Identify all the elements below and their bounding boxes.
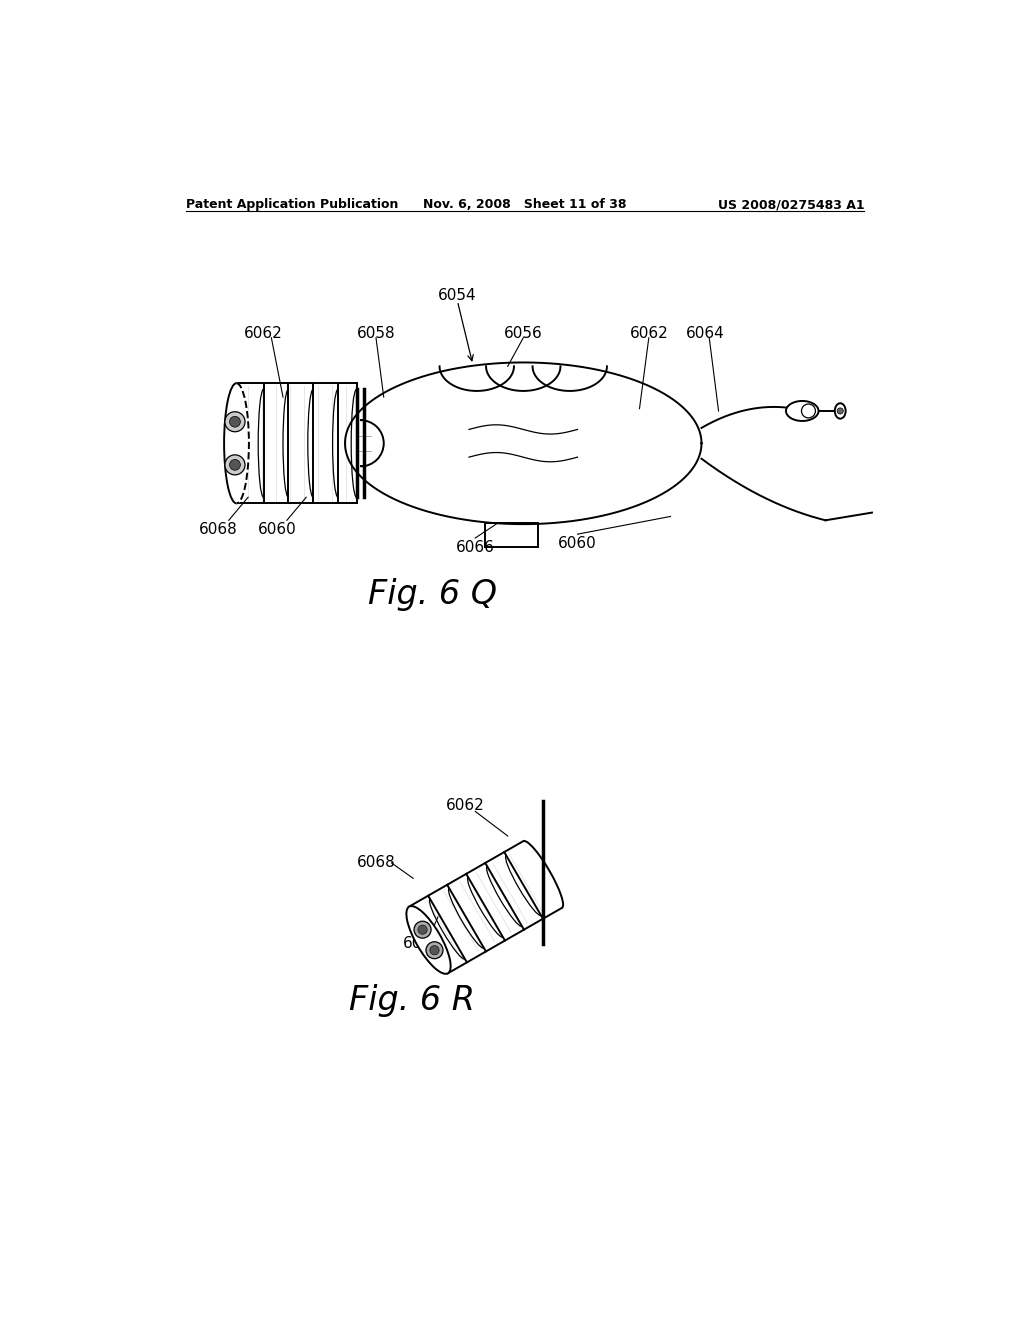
Text: Patent Application Publication: Patent Application Publication — [186, 198, 398, 211]
Ellipse shape — [224, 383, 249, 503]
Circle shape — [802, 404, 815, 418]
Text: 6056: 6056 — [504, 326, 543, 342]
Circle shape — [414, 921, 431, 939]
Circle shape — [838, 408, 844, 414]
Circle shape — [229, 459, 241, 470]
Text: 6066: 6066 — [456, 540, 495, 554]
Circle shape — [225, 455, 245, 475]
Text: 6054: 6054 — [438, 288, 477, 302]
Circle shape — [229, 416, 241, 428]
Ellipse shape — [407, 906, 451, 974]
Text: US 2008/0275483 A1: US 2008/0275483 A1 — [718, 198, 864, 211]
Text: 6062: 6062 — [245, 326, 283, 342]
Text: 6064: 6064 — [686, 326, 725, 342]
Text: 6060: 6060 — [403, 936, 442, 952]
Text: Nov. 6, 2008   Sheet 11 of 38: Nov. 6, 2008 Sheet 11 of 38 — [423, 198, 627, 211]
Text: 6058: 6058 — [356, 326, 395, 342]
Text: 6060: 6060 — [558, 536, 597, 550]
Circle shape — [418, 925, 427, 935]
Circle shape — [430, 945, 439, 954]
Text: Fig. 6 R: Fig. 6 R — [349, 983, 475, 1016]
Text: 6068: 6068 — [200, 521, 238, 537]
Text: 6062: 6062 — [445, 797, 484, 813]
Ellipse shape — [835, 404, 846, 418]
Ellipse shape — [786, 401, 818, 421]
Text: Fig. 6 Q: Fig. 6 Q — [369, 578, 498, 611]
Text: 6060: 6060 — [257, 521, 296, 537]
Text: 6068: 6068 — [356, 855, 395, 870]
Circle shape — [426, 941, 443, 958]
Polygon shape — [410, 841, 562, 973]
Text: 6062: 6062 — [630, 326, 669, 342]
Circle shape — [225, 412, 245, 432]
